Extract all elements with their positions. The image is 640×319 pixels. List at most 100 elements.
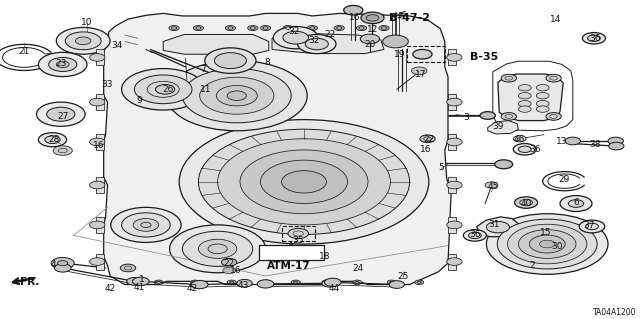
Text: ATM-17: ATM-17 [268, 261, 311, 271]
Text: 22: 22 [324, 30, 335, 39]
Circle shape [179, 120, 429, 244]
Circle shape [513, 136, 526, 142]
Circle shape [285, 27, 291, 29]
Circle shape [76, 37, 91, 45]
Circle shape [518, 93, 531, 99]
Circle shape [390, 281, 394, 283]
Text: 32: 32 [289, 27, 300, 36]
Circle shape [47, 107, 75, 121]
Circle shape [90, 181, 105, 189]
Circle shape [294, 281, 298, 283]
Polygon shape [448, 134, 456, 150]
Text: 11: 11 [200, 85, 212, 94]
Circle shape [193, 281, 197, 283]
Text: 15: 15 [540, 228, 551, 237]
Circle shape [90, 258, 105, 265]
Circle shape [518, 106, 531, 112]
Text: 25: 25 [397, 272, 409, 281]
Circle shape [129, 281, 133, 283]
Circle shape [257, 280, 274, 288]
Circle shape [90, 138, 105, 146]
Circle shape [307, 26, 317, 31]
Circle shape [198, 239, 237, 258]
Circle shape [53, 146, 72, 155]
Text: 5: 5 [439, 163, 444, 172]
Circle shape [360, 34, 380, 44]
Circle shape [463, 230, 486, 241]
Circle shape [122, 213, 170, 237]
Circle shape [379, 26, 389, 31]
Circle shape [383, 35, 408, 48]
Text: 35: 35 [292, 236, 303, 245]
Text: 41: 41 [134, 283, 145, 292]
Text: 16: 16 [349, 13, 361, 22]
Text: 33: 33 [102, 80, 113, 89]
Circle shape [218, 139, 390, 225]
Circle shape [389, 281, 404, 288]
Circle shape [366, 15, 379, 21]
Circle shape [221, 258, 237, 266]
Circle shape [214, 53, 246, 69]
Text: 21: 21 [19, 48, 30, 56]
Polygon shape [498, 74, 563, 121]
Circle shape [133, 219, 159, 231]
Circle shape [520, 199, 532, 206]
Circle shape [260, 26, 271, 31]
Circle shape [485, 182, 498, 188]
Text: 19: 19 [394, 50, 406, 59]
Circle shape [38, 133, 67, 147]
Text: FR.: FR. [20, 277, 40, 287]
Circle shape [546, 113, 561, 120]
Circle shape [513, 144, 536, 155]
Text: 20: 20 [364, 40, 376, 49]
FancyBboxPatch shape [259, 245, 324, 260]
Circle shape [223, 267, 236, 274]
Text: 37: 37 [583, 221, 595, 230]
Circle shape [45, 136, 60, 144]
Text: B-47-2: B-47-2 [389, 12, 430, 23]
Text: 13: 13 [556, 137, 568, 146]
Text: 7: 7 [201, 65, 206, 74]
Text: 26: 26 [162, 85, 173, 94]
Text: 12: 12 [367, 26, 379, 34]
Text: 30: 30 [551, 242, 563, 251]
Circle shape [169, 26, 179, 31]
Text: 1: 1 [140, 275, 145, 284]
Text: 36: 36 [469, 230, 481, 239]
Circle shape [156, 85, 175, 94]
Circle shape [205, 48, 256, 73]
Text: 24: 24 [353, 264, 364, 273]
Circle shape [54, 264, 71, 272]
Circle shape [447, 221, 462, 229]
Circle shape [486, 221, 509, 233]
Circle shape [134, 75, 192, 104]
Circle shape [264, 281, 268, 283]
Circle shape [334, 26, 344, 31]
Text: 22: 22 [223, 259, 235, 268]
Polygon shape [96, 177, 104, 193]
Circle shape [468, 232, 481, 239]
Circle shape [417, 281, 421, 283]
Text: 28: 28 [49, 135, 60, 144]
Circle shape [111, 207, 181, 242]
Circle shape [127, 278, 142, 285]
Circle shape [250, 27, 255, 29]
Circle shape [497, 219, 597, 269]
Text: 22: 22 [423, 135, 435, 144]
Text: 14: 14 [550, 15, 561, 24]
Circle shape [344, 5, 363, 15]
Polygon shape [163, 34, 269, 54]
Text: 31: 31 [488, 220, 500, 229]
Circle shape [501, 113, 516, 120]
Circle shape [356, 26, 367, 31]
Circle shape [353, 280, 362, 285]
Circle shape [495, 160, 513, 169]
Circle shape [560, 196, 592, 211]
Circle shape [337, 27, 342, 29]
Circle shape [196, 27, 201, 29]
Polygon shape [448, 217, 456, 233]
Circle shape [536, 106, 549, 112]
Circle shape [156, 85, 171, 93]
Circle shape [518, 85, 531, 91]
Circle shape [387, 280, 396, 285]
